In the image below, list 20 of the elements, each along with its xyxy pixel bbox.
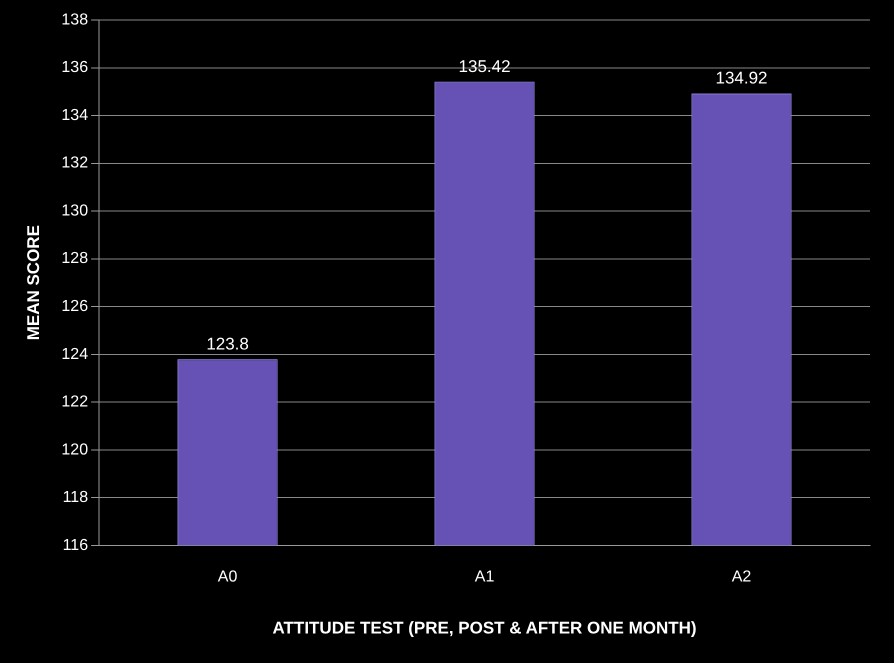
y-tick-label: 124 xyxy=(61,346,88,363)
x-tick-label: A2 xyxy=(732,568,752,586)
x-tick-label: A1 xyxy=(474,568,494,586)
y-axis-title: MEAN SCORE xyxy=(24,225,43,340)
y-tick-label: 120 xyxy=(61,441,88,458)
y-tick-label: 136 xyxy=(61,59,88,76)
data-label: 134.92 xyxy=(716,68,768,88)
y-tick-label: 118 xyxy=(62,489,88,506)
y-tick-label: 126 xyxy=(61,298,88,315)
y-tick-label: 116 xyxy=(62,536,88,554)
x-tick-label: A0 xyxy=(218,568,238,586)
y-tick-label: 122 xyxy=(61,394,88,411)
y-tick-label: 138 xyxy=(61,11,88,28)
y-tick-label: 128 xyxy=(61,250,88,268)
data-label: 135.42 xyxy=(458,56,511,76)
y-tick-label: 130 xyxy=(61,202,88,220)
x-axis-title: ATTITUDE TEST (PRE, POST & AFTER ONE MONTH) xyxy=(272,618,697,638)
y-tick-label: 134 xyxy=(61,106,88,124)
y-tick-label: 132 xyxy=(61,154,88,172)
data-label: 123.8 xyxy=(206,334,249,354)
